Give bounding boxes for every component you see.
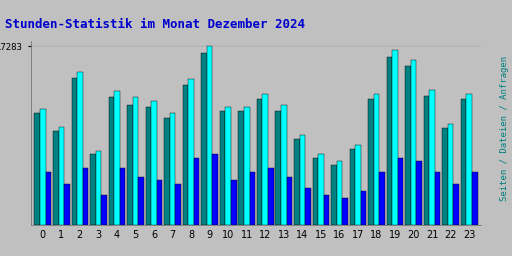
Bar (101, 195, 106, 225)
Bar (472, 173, 478, 225)
Bar (64, 184, 70, 225)
Bar (379, 173, 385, 225)
Bar (212, 154, 218, 225)
Bar (416, 161, 422, 225)
Bar (268, 168, 273, 225)
Text: Stunden-Statistik im Monat Dezember 2024: Stunden-Statistik im Monat Dezember 2024 (5, 18, 305, 31)
Bar (387, 57, 392, 225)
Bar (138, 177, 144, 225)
Bar (146, 107, 151, 225)
Bar (72, 78, 77, 225)
Bar (374, 94, 379, 225)
Bar (231, 180, 237, 225)
Bar (305, 188, 311, 225)
Bar (90, 154, 96, 225)
Bar (188, 79, 194, 225)
Bar (114, 91, 120, 225)
Bar (239, 111, 244, 225)
Bar (127, 105, 133, 225)
Bar (342, 198, 348, 225)
Bar (194, 158, 200, 225)
Bar (157, 180, 162, 225)
Bar (331, 165, 337, 225)
Bar (454, 184, 459, 225)
Bar (46, 173, 51, 225)
Bar (58, 127, 64, 225)
Bar (220, 111, 225, 225)
Bar (34, 113, 40, 225)
Bar (398, 158, 403, 225)
Bar (430, 90, 435, 225)
Bar (368, 99, 374, 225)
Bar (350, 149, 355, 225)
Bar (151, 101, 157, 225)
Bar (225, 107, 231, 225)
Text: Seiten / Dateien / Anfragen: Seiten / Dateien / Anfragen (500, 56, 509, 200)
Bar (355, 145, 361, 225)
Bar (175, 184, 181, 225)
Bar (287, 177, 292, 225)
Bar (448, 124, 454, 225)
Bar (96, 151, 101, 225)
Bar (406, 66, 411, 225)
Bar (164, 118, 170, 225)
Bar (133, 97, 138, 225)
Bar (249, 173, 255, 225)
Bar (170, 113, 175, 225)
Bar (77, 72, 82, 225)
Bar (120, 168, 125, 225)
Bar (263, 94, 268, 225)
Bar (183, 86, 188, 225)
Bar (294, 139, 300, 225)
Bar (53, 131, 58, 225)
Bar (318, 154, 324, 225)
Bar (424, 96, 430, 225)
Bar (442, 128, 448, 225)
Bar (201, 54, 207, 225)
Bar (281, 105, 287, 225)
Bar (275, 111, 281, 225)
Bar (392, 50, 398, 225)
Bar (82, 168, 88, 225)
Bar (109, 97, 114, 225)
Bar (244, 107, 249, 225)
Bar (411, 60, 416, 225)
Bar (257, 99, 263, 225)
Bar (461, 99, 466, 225)
Bar (40, 109, 46, 225)
Bar (466, 94, 472, 225)
Bar (324, 195, 329, 225)
Bar (312, 158, 318, 225)
Bar (337, 161, 342, 225)
Bar (207, 46, 212, 225)
Bar (361, 191, 366, 225)
Bar (300, 135, 305, 225)
Bar (435, 173, 440, 225)
